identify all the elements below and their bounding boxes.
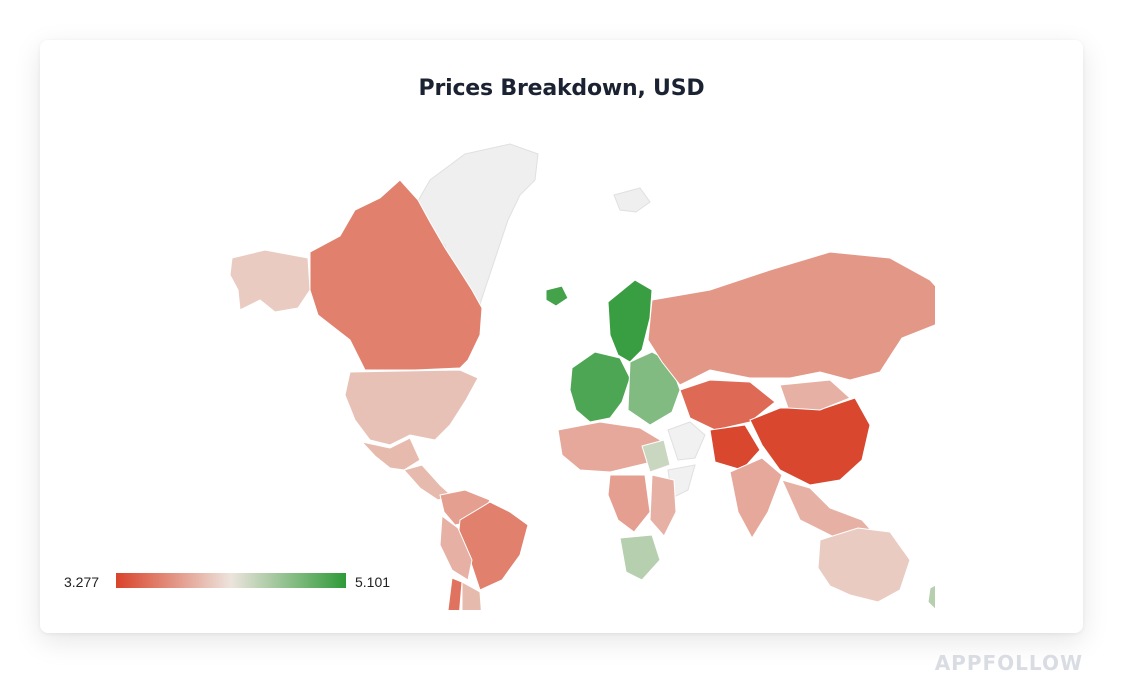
region-svalbard[interactable] xyxy=(613,187,651,213)
legend-gradient-bar xyxy=(116,573,346,588)
region-united-states[interactable]: United States: 3.99 xyxy=(344,369,479,446)
region-central-asia[interactable]: Central Asia: 3.5 xyxy=(679,379,776,431)
region-canada[interactable]: Canada: 3.62 xyxy=(309,179,483,371)
region-western-europe[interactable]: Western Europe: 4.95 xyxy=(569,351,631,423)
region-chile[interactable]: Chile: 3.55 xyxy=(447,577,463,610)
region-peru-bolivia[interactable]: Peru / Bolivia: 3.9 xyxy=(439,515,473,581)
region-pakistan[interactable]: Pakistan: 3.3 xyxy=(709,424,761,471)
region-australia[interactable]: Australia: 4.05 xyxy=(817,527,911,603)
region-central-africa[interactable]: Central Africa: 3.8 xyxy=(607,474,651,533)
region-egypt[interactable]: Egypt: 4.35 xyxy=(641,439,671,473)
color-legend: 3.277 5.101 xyxy=(64,571,404,593)
region-scandinavia[interactable]: Scandinavia: 5.05 xyxy=(607,279,653,363)
legend-max-label: 5.101 xyxy=(355,574,391,590)
region-argentina[interactable]: Argentina: 3.95 xyxy=(460,581,482,610)
region-new-zealand[interactable]: New Zealand: 4.45 xyxy=(927,580,935,610)
region-russia[interactable]: Russia: 3.75 xyxy=(647,251,935,386)
chart-card: Prices Breakdown, USD Alaska: 4.05Canada… xyxy=(40,40,1083,633)
region-middle-east[interactable] xyxy=(667,421,706,461)
region-india[interactable]: India: 3.85 xyxy=(729,457,783,540)
region-east-africa[interactable]: East Africa: 3.9 xyxy=(649,474,677,537)
appfollow-watermark: APPFOLLOW xyxy=(934,651,1083,675)
region-south-africa[interactable]: South Africa: 4.45 xyxy=(619,534,661,581)
region-mexico[interactable]: Mexico: 3.95 xyxy=(360,437,421,471)
chart-title: Prices Breakdown, USD xyxy=(418,76,705,101)
region-mongolia[interactable]: Mongolia: 3.9 xyxy=(779,379,851,411)
legend-min-label: 3.277 xyxy=(64,574,100,590)
region-eastern-europe[interactable]: Eastern Europe: 4.7 xyxy=(627,351,681,426)
world-map: Alaska: 4.05Canada: 3.62United States: 3… xyxy=(229,143,935,610)
region-alaska[interactable]: Alaska: 4.05 xyxy=(229,249,311,313)
region-iceland[interactable]: Iceland: 5 xyxy=(545,285,569,307)
